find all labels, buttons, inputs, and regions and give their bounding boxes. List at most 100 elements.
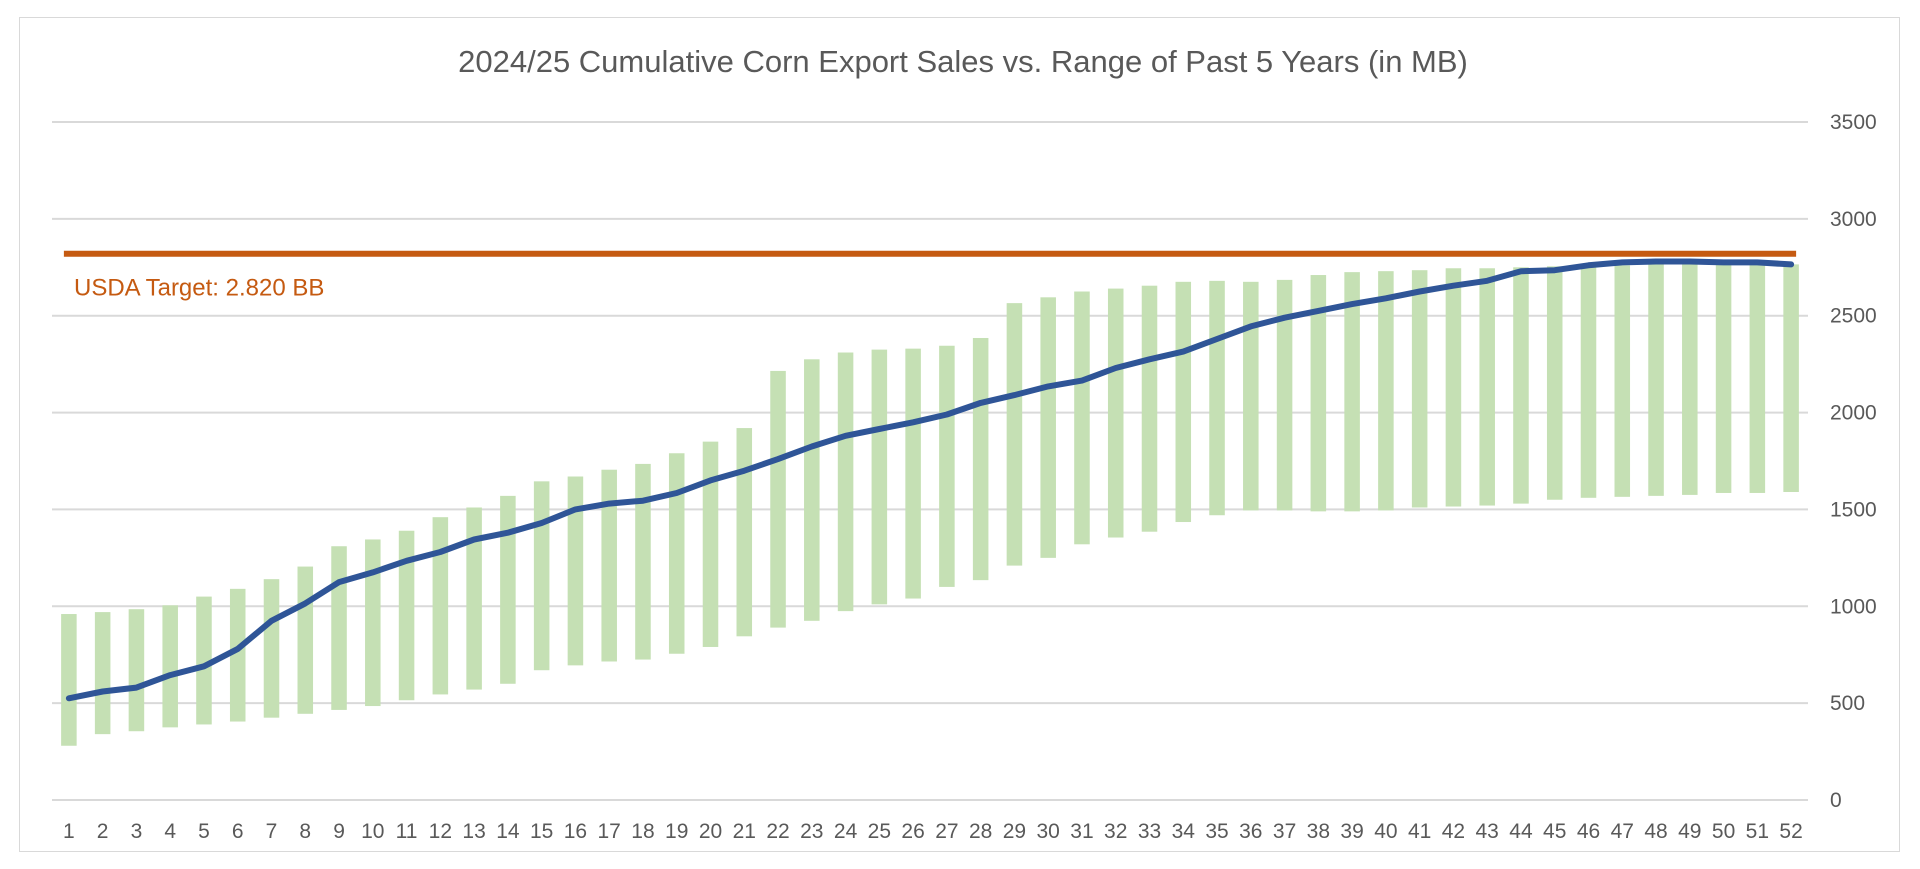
y-tick-label: 3000 xyxy=(1830,208,1877,231)
range-bar xyxy=(1040,297,1056,558)
x-tick-label: 23 xyxy=(800,820,823,843)
range-bar xyxy=(1107,288,1124,538)
x-tick-label: 30 xyxy=(1037,820,1060,843)
usda-target-label: USDA Target: 2.820 BB xyxy=(74,275,324,302)
x-tick-label: 52 xyxy=(1779,820,1802,843)
range-bar xyxy=(1310,275,1327,512)
x-tick-label: 8 xyxy=(299,820,311,843)
usda-target: USDA Target: 2.820 BB xyxy=(63,250,1797,302)
sales-point xyxy=(1788,261,1794,267)
x-tick-label: 48 xyxy=(1644,820,1667,843)
x-tick-label: 13 xyxy=(462,820,485,843)
range-bar xyxy=(1276,279,1293,511)
range-bar xyxy=(1445,268,1462,507)
sales-point xyxy=(1214,336,1220,342)
x-tick-label: 37 xyxy=(1273,820,1296,843)
sales-line xyxy=(65,258,1795,702)
sales-point xyxy=(606,501,612,507)
x-tick-label: 40 xyxy=(1374,820,1397,843)
x-tick-label: 28 xyxy=(969,820,992,843)
y-axis-ticks: 0 500 1000 1500 2000 2500 3000 3500 xyxy=(1830,111,1877,812)
sales-point xyxy=(1619,259,1625,265)
range-bar xyxy=(601,469,617,662)
range-bar xyxy=(1378,271,1394,511)
y-tick-label: 3500 xyxy=(1830,111,1877,134)
sales-point xyxy=(978,400,984,406)
sales-point xyxy=(336,579,342,585)
range-bar xyxy=(1074,291,1090,545)
sales-point xyxy=(843,433,849,439)
sales-point xyxy=(1079,378,1085,384)
sales-point xyxy=(1045,383,1051,389)
chart-title: 2024/25 Cumulative Corn Export Sales vs.… xyxy=(458,44,1468,79)
range-bar xyxy=(635,463,651,660)
range-bar xyxy=(1243,281,1259,511)
range-bar xyxy=(1209,280,1225,516)
x-tick-label: 15 xyxy=(530,820,553,843)
x-tick-label: 18 xyxy=(631,820,654,843)
range-bar xyxy=(837,352,854,612)
range-bar xyxy=(229,588,246,722)
range-bar xyxy=(466,507,482,690)
sales-point xyxy=(640,498,646,504)
x-tick-label: 34 xyxy=(1172,820,1196,843)
range-bar xyxy=(1006,303,1023,566)
x-tick-label: 17 xyxy=(598,820,621,843)
x-tick-label: 6 xyxy=(232,820,244,843)
x-tick-label: 43 xyxy=(1476,820,1499,843)
x-tick-label: 46 xyxy=(1577,820,1600,843)
sales-point xyxy=(1011,392,1017,398)
x-tick-label: 51 xyxy=(1746,820,1769,843)
range-bar xyxy=(365,539,381,707)
range-bar xyxy=(1715,264,1732,493)
x-tick-label: 9 xyxy=(333,820,345,843)
sales-point xyxy=(1113,365,1119,371)
x-tick-label: 4 xyxy=(164,820,176,843)
x-tick-label: 33 xyxy=(1138,820,1161,843)
sales-point xyxy=(1518,268,1524,274)
y-tick-label: 2500 xyxy=(1830,305,1877,328)
x-tick-label: 25 xyxy=(868,820,891,843)
range-bar xyxy=(736,428,753,637)
sales-point xyxy=(809,443,815,449)
range-bar xyxy=(263,579,280,718)
x-tick-label: 7 xyxy=(266,820,278,843)
sales-point xyxy=(1754,259,1760,265)
range-bar xyxy=(1682,264,1698,495)
range-bars xyxy=(61,264,1799,746)
sales-point xyxy=(708,477,713,483)
range-bar xyxy=(533,481,550,671)
x-tick-label: 22 xyxy=(766,820,789,843)
range-bar xyxy=(1580,265,1597,498)
x-tick-label: 42 xyxy=(1442,820,1465,843)
range-bar xyxy=(1513,267,1529,504)
x-tick-label: 49 xyxy=(1678,820,1701,843)
sales-point xyxy=(1180,349,1186,355)
sales-point xyxy=(1147,356,1152,362)
x-tick-label: 2 xyxy=(97,820,109,843)
x-tick-label: 39 xyxy=(1340,820,1363,843)
range-bar xyxy=(1479,268,1495,506)
x-axis-ticks: 1 2 3 4 5 6 7 8 9 10 11 12 13 14 15 16 17 18 19 20 21 22 23 24 2… xyxy=(63,820,1803,843)
x-tick-label: 21 xyxy=(733,820,756,843)
range-bar xyxy=(1614,265,1631,497)
range-bar xyxy=(702,441,719,647)
sales-point xyxy=(235,646,241,652)
range-bar xyxy=(939,345,955,587)
range-bar xyxy=(398,530,415,701)
range-bar xyxy=(61,614,77,746)
sales-point xyxy=(1721,259,1727,265)
sales-point xyxy=(1383,295,1389,301)
sales-point xyxy=(1586,262,1591,268)
y-tick-label: 1000 xyxy=(1830,595,1877,618)
x-tick-label: 31 xyxy=(1070,820,1093,843)
x-tick-label: 35 xyxy=(1205,820,1228,843)
sales-point xyxy=(910,419,916,425)
x-tick-label: 41 xyxy=(1408,820,1431,843)
sales-point xyxy=(201,663,207,669)
sales-point xyxy=(775,456,781,462)
y-tick-label: 2000 xyxy=(1830,402,1877,425)
x-tick-label: 24 xyxy=(834,820,858,843)
range-bar xyxy=(770,370,786,628)
